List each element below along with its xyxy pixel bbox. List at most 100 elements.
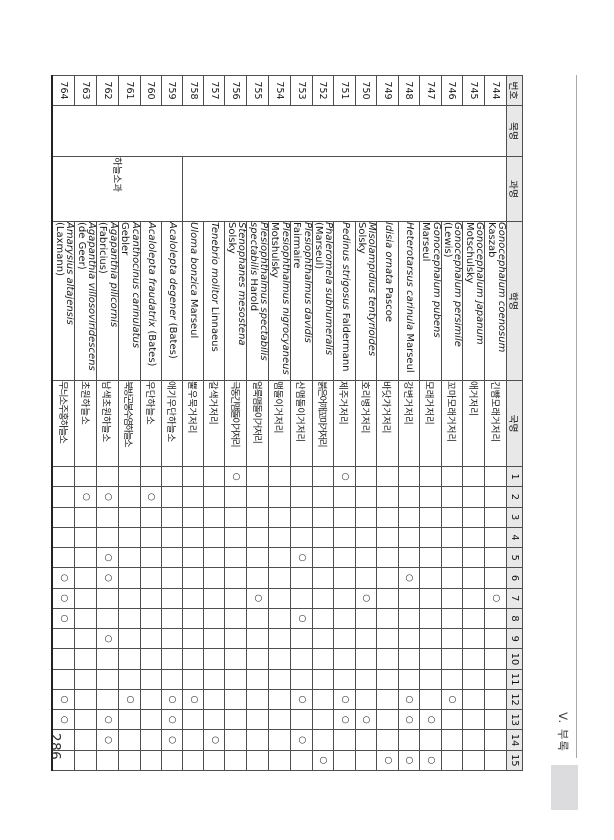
site-presence-cell: ○ <box>290 608 313 629</box>
site-presence-cell <box>118 567 141 589</box>
site-presence-cell <box>398 588 420 609</box>
header-cell-site-8: 8 <box>506 608 523 629</box>
site-presence-cell: ○ <box>333 689 356 710</box>
site-presence-cell <box>484 486 507 508</box>
scientific-name-italic: Pedinus strigosus <box>339 222 351 310</box>
presence-circle: ○ <box>404 695 415 704</box>
family-name-cell <box>182 156 507 222</box>
row-number-cell: 764 <box>52 75 75 106</box>
presence-circle: ○ <box>404 715 415 724</box>
site-presence-cell: ○ <box>484 588 507 609</box>
scientific-name-italic: Agapanthia villosoviridescens <box>85 222 97 371</box>
site-presence-cell <box>52 507 75 528</box>
site-presence-cell <box>441 567 463 589</box>
site-presence-cell <box>355 669 377 690</box>
site-presence-cell: ○ <box>419 750 442 771</box>
site-presence-cell <box>268 588 291 609</box>
site-presence-cell <box>312 729 334 751</box>
scientific-name-cell: Pedinus strigosus Faldermann <box>333 221 356 381</box>
site-presence-cell <box>203 608 225 629</box>
presence-circle: ○ <box>404 756 415 765</box>
site-presence-cell <box>182 608 204 629</box>
site-presence-cell <box>74 729 97 751</box>
presence-circle: ○ <box>425 715 436 724</box>
site-presence-cell <box>161 750 183 771</box>
site-presence-cell <box>484 628 507 649</box>
site-presence-cell <box>268 750 291 771</box>
site-presence-cell <box>140 527 162 548</box>
site-presence-cell <box>52 729 75 751</box>
order-name-cell <box>52 105 507 157</box>
site-presence-cell <box>484 527 507 548</box>
site-presence-cell <box>419 669 442 690</box>
scientific-name-italic: Plesiophthalmus nigrocyaneus <box>279 222 291 375</box>
section-label: V. 부록 <box>556 712 570 752</box>
site-presence-cell: ○ <box>140 486 162 508</box>
presence-circle: ○ <box>339 472 350 481</box>
korean-name-cell: 무늬소주홍하늘소 <box>52 380 75 467</box>
presence-circle: ○ <box>167 695 178 704</box>
site-presence-cell <box>355 507 377 528</box>
site-presence-cell <box>118 486 141 508</box>
scientific-name-italic: Heterotarsus carinula <box>403 222 415 331</box>
presence-circle: ○ <box>167 736 178 745</box>
korean-name-cell: 붉은어깨꼬마거저리 <box>312 380 334 467</box>
site-presence-cell <box>96 507 119 528</box>
presence-circle: ○ <box>59 715 70 724</box>
site-presence-cell <box>355 547 377 568</box>
site-presence-cell: ○ <box>52 709 75 730</box>
site-presence-cell <box>246 729 269 751</box>
header-cell-site-15: 15 <box>506 750 523 771</box>
site-presence-cell <box>246 628 269 649</box>
site-presence-cell: ○ <box>376 750 399 771</box>
site-presence-cell <box>290 648 313 670</box>
presence-circle: ○ <box>146 492 157 501</box>
site-presence-cell <box>376 527 399 548</box>
site-presence-cell <box>118 466 141 487</box>
species-table-wrapper: 번호 목명 과명 학명 국명 1 2 3 4 5 6 7 8 9 10 11 12 13 14 15 744 Gonoce… <box>51 75 523 771</box>
site-presence-cell <box>376 507 399 528</box>
site-presence-cell: ○ <box>182 689 204 710</box>
site-presence-cell <box>140 608 162 629</box>
scientific-name-italic: Gonocephalum pubens <box>430 222 442 338</box>
scientific-name-cell: Plesiophthalmus davidis Fairmaire <box>290 221 313 381</box>
site-presence-cell: ○ <box>312 750 334 771</box>
site-presence-cell <box>74 689 97 710</box>
site-presence-cell <box>161 628 183 649</box>
site-presence-cell <box>462 709 485 730</box>
korean-name-cell: 갈색거저리 <box>203 380 225 467</box>
site-presence-cell: ○ <box>290 729 313 751</box>
scientific-name-italic: Gonocephalum coenosum <box>496 222 507 353</box>
site-presence-cell <box>224 648 247 670</box>
site-presence-cell <box>161 527 183 548</box>
site-presence-cell <box>355 466 377 487</box>
site-presence-cell <box>140 669 162 690</box>
header-cell-site-9: 9 <box>506 628 523 649</box>
site-presence-cell <box>118 507 141 528</box>
site-presence-cell <box>333 669 356 690</box>
site-presence-cell <box>268 608 291 629</box>
row-number-cell: 752 <box>312 75 334 106</box>
site-presence-cell <box>419 486 442 508</box>
site-presence-cell <box>182 628 204 649</box>
presence-circle: ○ <box>296 553 307 562</box>
korean-name-cell: 제주거저리 <box>333 380 356 467</box>
site-presence-cell <box>182 588 204 609</box>
site-presence-cell: ○ <box>290 689 313 710</box>
row-number-cell: 762 <box>96 75 119 106</box>
korean-name-cell: 초원하늘소 <box>74 380 97 467</box>
header-row: 번호 목명 과명 학명 국명 1 2 3 4 5 6 7 8 9 10 11 12 13 14 15 <box>506 75 523 771</box>
site-presence-cell <box>140 709 162 730</box>
site-presence-cell <box>441 527 463 548</box>
presence-circle: ○ <box>102 634 113 643</box>
site-presence-cell: ○ <box>419 709 442 730</box>
site-presence-cell <box>484 608 507 629</box>
site-presence-cell <box>441 669 463 690</box>
site-presence-cell <box>96 588 119 609</box>
presence-circle: ○ <box>296 736 307 745</box>
site-presence-cell <box>268 486 291 508</box>
site-presence-cell <box>268 567 291 589</box>
site-presence-cell <box>74 466 97 487</box>
